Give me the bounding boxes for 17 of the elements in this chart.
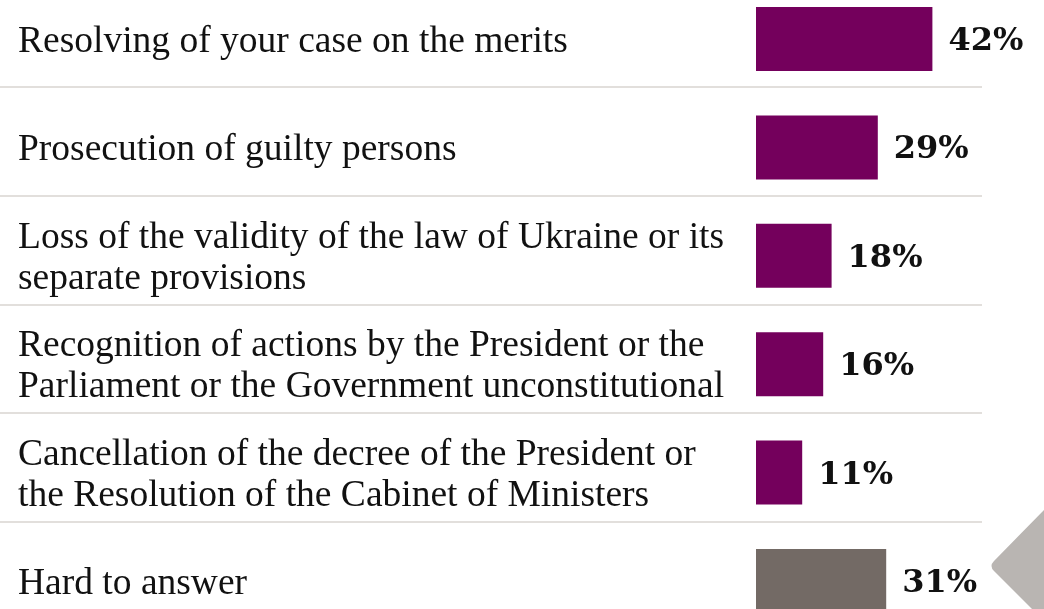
bar (756, 7, 933, 71)
y-tick-label: Resolving of your case on the merits (18, 18, 568, 60)
bar (756, 440, 803, 505)
bar (756, 223, 832, 288)
y-tick-label: Hard to answer (18, 560, 248, 602)
y-tick-label: Cancellation of the decree of the President or the Resolution of the Cabinet of Ministers (18, 431, 706, 514)
data-label: 29% (893, 128, 969, 167)
y-tick-label: Prosecution of guilty persons (18, 126, 457, 168)
data-label: 11% (818, 453, 894, 492)
y-tick-label: Recognition of actions by the President or the Parliament or the Government unconstitutional (18, 323, 725, 406)
data-label: 42% (948, 20, 1024, 58)
data-label: 31% (902, 562, 978, 600)
bar (756, 115, 878, 180)
bar (756, 332, 824, 397)
data-label: 16% (839, 345, 915, 384)
data-label: 18% (847, 236, 923, 275)
y-tick-label: Loss of the validity of the law of Ukraine or its separate provisions (18, 214, 734, 297)
